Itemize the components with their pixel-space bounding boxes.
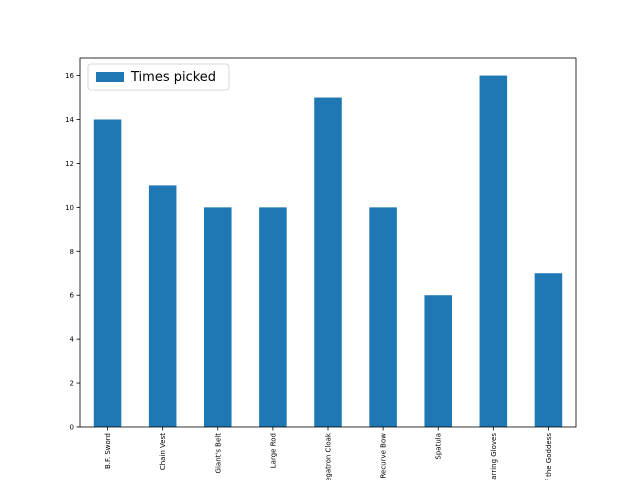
x-tick-label: B.F. Sword bbox=[104, 433, 112, 469]
bar bbox=[534, 273, 563, 427]
x-tick-label: Tear of the Goddess bbox=[545, 433, 553, 480]
legend-swatch bbox=[96, 72, 124, 82]
bar bbox=[314, 97, 342, 428]
x-tick-label: Negatron Cloak bbox=[325, 432, 333, 480]
bar bbox=[93, 119, 122, 427]
x-tick-label: Recurve Bow bbox=[380, 433, 388, 479]
plot-frame bbox=[79, 57, 577, 428]
bar bbox=[479, 75, 508, 428]
y-tick-label: 4 bbox=[70, 336, 75, 344]
y-tick-label: 0 bbox=[70, 424, 74, 432]
bar bbox=[369, 207, 397, 427]
y-tick-label: 6 bbox=[70, 292, 75, 300]
x-tick-label: Large Rod bbox=[269, 433, 277, 468]
legend-box bbox=[87, 63, 230, 91]
y-tick-label: 2 bbox=[70, 380, 74, 388]
bar bbox=[204, 207, 232, 427]
x-tick-label: Giant's Belt bbox=[214, 433, 222, 474]
x-tick-label: Chain Vest bbox=[159, 433, 167, 470]
y-tick-label: 10 bbox=[65, 204, 74, 212]
bar bbox=[148, 185, 177, 427]
bar bbox=[424, 295, 452, 427]
legend-label: Times picked bbox=[130, 70, 216, 85]
y-tick-label: 12 bbox=[65, 160, 74, 168]
y-tick-label: 16 bbox=[65, 72, 74, 80]
y-tick-label: 8 bbox=[70, 248, 74, 256]
y-tick-label: 14 bbox=[65, 116, 74, 124]
x-tick-label: Sparring Gloves bbox=[490, 433, 498, 480]
bar bbox=[259, 207, 287, 427]
x-tick-label: Spatula bbox=[435, 433, 443, 460]
